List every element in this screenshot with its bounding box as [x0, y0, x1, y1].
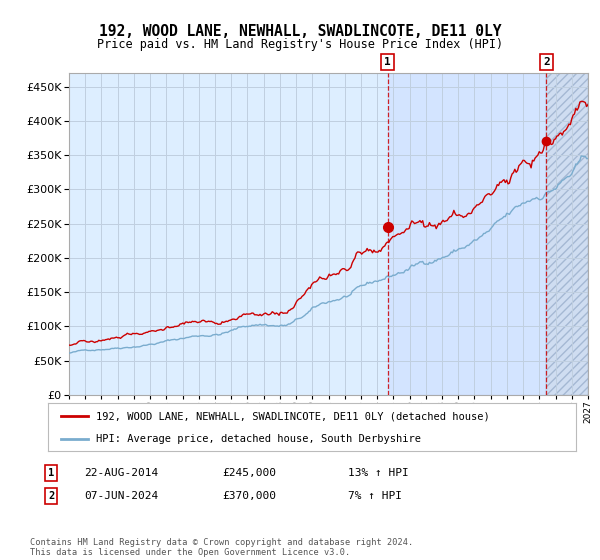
Text: £245,000: £245,000 [222, 468, 276, 478]
Text: 1: 1 [48, 468, 54, 478]
Text: HPI: Average price, detached house, South Derbyshire: HPI: Average price, detached house, Sout… [95, 434, 421, 444]
Text: Contains HM Land Registry data © Crown copyright and database right 2024.
This d: Contains HM Land Registry data © Crown c… [30, 538, 413, 557]
Text: 1: 1 [384, 57, 391, 67]
Text: 192, WOOD LANE, NEWHALL, SWADLINCOTE, DE11 0LY (detached house): 192, WOOD LANE, NEWHALL, SWADLINCOTE, DE… [95, 411, 489, 421]
Bar [547, 73, 588, 395]
Bar [388, 73, 547, 395]
Text: 192, WOOD LANE, NEWHALL, SWADLINCOTE, DE11 0LY: 192, WOOD LANE, NEWHALL, SWADLINCOTE, DE… [99, 24, 501, 39]
Text: 7% ↑ HPI: 7% ↑ HPI [348, 491, 402, 501]
Text: 07-JUN-2024: 07-JUN-2024 [84, 491, 158, 501]
Text: 2: 2 [543, 57, 550, 67]
Bar [547, 73, 588, 395]
Text: £370,000: £370,000 [222, 491, 276, 501]
Text: 22-AUG-2014: 22-AUG-2014 [84, 468, 158, 478]
Text: Price paid vs. HM Land Registry's House Price Index (HPI): Price paid vs. HM Land Registry's House … [97, 38, 503, 51]
Text: 13% ↑ HPI: 13% ↑ HPI [348, 468, 409, 478]
Text: 2: 2 [48, 491, 54, 501]
